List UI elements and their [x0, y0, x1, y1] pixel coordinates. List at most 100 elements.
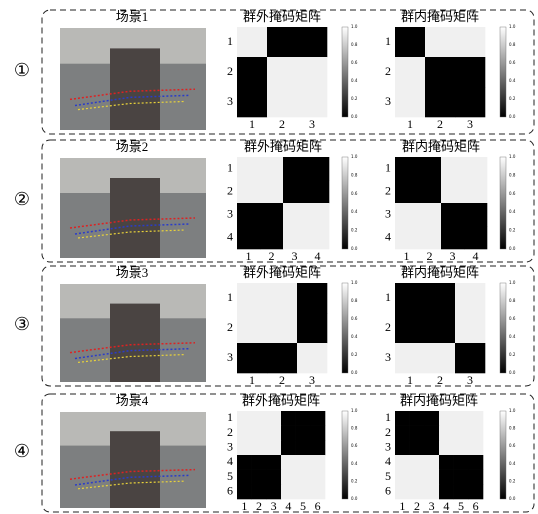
matrix-cell: [425, 27, 455, 57]
matrix-cell: [418, 203, 441, 226]
matrix-cell: [424, 411, 439, 426]
row-tick-label: 1: [385, 290, 391, 304]
colorbar-tick-label: 0.2: [351, 478, 358, 483]
matrix-title: 群外掩码矩阵: [243, 265, 321, 280]
matrix-cell: [468, 426, 483, 441]
matrix-cell: [395, 313, 425, 343]
matrix-cell: [455, 57, 485, 87]
matrix-cell: [410, 470, 425, 485]
colorbar-tick-label: 0.0: [509, 370, 516, 375]
matrix-cell: [425, 313, 455, 343]
matrix-cell: [260, 180, 283, 203]
colorbar-tick-label: 1.0: [509, 154, 516, 159]
colorbar-tick-label: 0.4: [509, 334, 516, 339]
matrix-cell: [281, 484, 296, 499]
col-tick-label: 1: [407, 117, 413, 131]
col-tick-label: 6: [315, 499, 321, 513]
scene-title: 场景2: [116, 139, 149, 154]
colorbar-tick-label: 0.0: [509, 114, 516, 119]
matrix-cell: [425, 343, 455, 373]
col-tick-label: 5: [300, 499, 306, 513]
colorbar-tick-label: 0.4: [509, 461, 516, 466]
col-tick-label: 1: [249, 373, 255, 387]
matrix-cell: [266, 440, 281, 455]
col-tick-label: 2: [437, 117, 443, 131]
row-tick-label: 2: [385, 425, 391, 439]
colorbar-tick-label: 0.6: [351, 60, 358, 65]
matrix-cell: [455, 283, 485, 313]
matrix-cell: [237, 343, 267, 373]
matrix-cell: [267, 343, 297, 373]
row-tick-label: 2: [227, 64, 233, 78]
matrix-cell: [395, 27, 425, 57]
figure: ①场景1群外掩码矩阵1122330.00.20.40.60.81.0群内掩码矩阵…: [0, 0, 538, 514]
colorbar-tick-label: 0.0: [351, 114, 358, 119]
matrix-cell: [424, 470, 439, 485]
col-tick-label: 6: [473, 499, 479, 513]
col-tick-label: 3: [467, 373, 473, 387]
colorbar-tick-label: 1.0: [509, 408, 516, 413]
colorbar-tick-label: 0.0: [509, 246, 516, 251]
matrix-cell: [410, 426, 425, 441]
matrix-cell: [395, 283, 425, 313]
matrix-cell: [395, 226, 418, 249]
matrix-title: 群外掩码矩阵: [244, 139, 322, 154]
matrix-title: 群内掩码矩阵: [400, 393, 478, 408]
matrix-cell: [395, 440, 410, 455]
matrix-cell: [468, 484, 483, 499]
matrix-cell: [266, 411, 281, 426]
row-tick-label: 3: [385, 439, 391, 453]
row-tick-label: 2: [385, 320, 391, 334]
colorbar-tick-label: 0.2: [509, 96, 516, 101]
row-tick-label: 5: [227, 469, 233, 483]
matrix-cell: [306, 203, 329, 226]
col-tick-label: 1: [407, 373, 413, 387]
matrix-cell: [395, 57, 425, 87]
row-tick-label: 3: [385, 350, 391, 364]
col-tick-label: 4: [285, 499, 291, 513]
colorbar-tick-label: 0.8: [351, 172, 358, 177]
col-tick-label: 5: [458, 499, 464, 513]
matrix-cell: [267, 87, 297, 117]
colorbar-tick-label: 0.4: [351, 209, 358, 214]
matrix-cell: [395, 411, 410, 426]
matrix-cell: [395, 470, 410, 485]
colorbar-tick-label: 0.6: [509, 443, 516, 448]
colorbar-tick-label: 0.8: [509, 42, 516, 47]
matrix-cell: [418, 226, 441, 249]
matrix-cell: [237, 57, 267, 87]
colorbar-tick-label: 0.4: [351, 78, 358, 83]
colorbar-tick-label: 0.0: [351, 496, 358, 501]
matrix-cell: [283, 180, 306, 203]
matrix-cell: [424, 455, 439, 470]
matrix-cell: [441, 203, 464, 226]
row-tick-label: 4: [227, 229, 233, 243]
matrix-cell: [237, 313, 267, 343]
col-tick-label: 1: [246, 249, 252, 263]
matrix-cell: [395, 203, 418, 226]
matrix-cell: [464, 180, 487, 203]
colorbar-tick-label: 0.6: [509, 60, 516, 65]
colorbar-tick-label: 0.8: [351, 426, 358, 431]
scene-region: [110, 304, 160, 382]
matrix-cell: [424, 440, 439, 455]
matrix-cell: [395, 455, 410, 470]
colorbar-tick-label: 0.0: [351, 246, 358, 251]
matrix-cell: [252, 440, 267, 455]
matrix-cell: [464, 203, 487, 226]
matrix-cell: [439, 440, 454, 455]
colorbar-tick-label: 0.6: [351, 316, 358, 321]
matrix-cell: [395, 343, 425, 373]
colorbar-tick-label: 0.8: [509, 172, 516, 177]
colorbar-tick-label: 1.0: [509, 280, 516, 285]
matrix-cell: [281, 440, 296, 455]
matrix-cell: [266, 470, 281, 485]
colorbar-tick-label: 0.4: [509, 78, 516, 83]
matrix-cell: [267, 283, 297, 313]
row-tick-label: 4: [385, 229, 391, 243]
row-tick-label: 3: [227, 350, 233, 364]
matrix-cell: [297, 283, 327, 313]
colorbar-tick-label: 0.4: [351, 334, 358, 339]
matrix-cell: [441, 226, 464, 249]
matrix-cell: [260, 157, 283, 180]
